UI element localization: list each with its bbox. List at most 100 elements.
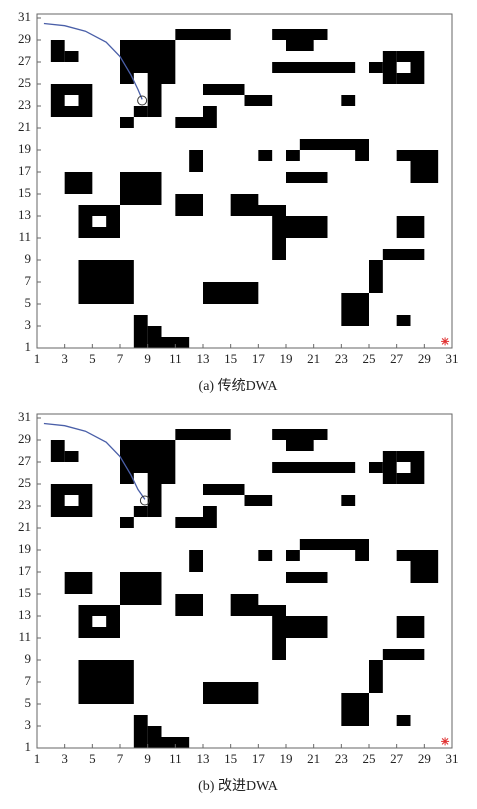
obstacle	[106, 216, 120, 227]
obstacle	[286, 172, 328, 183]
y-tick-label: 17	[18, 163, 32, 178]
obstacle	[410, 161, 439, 183]
obstacle	[78, 227, 120, 238]
obstacle	[410, 561, 439, 583]
obstacle	[161, 337, 190, 348]
obstacle	[147, 726, 162, 748]
obstacle	[78, 205, 120, 216]
obstacle	[50, 484, 93, 495]
goal	[441, 737, 450, 746]
obstacle	[382, 249, 425, 260]
y-tick-label: 25	[18, 75, 31, 90]
x-tick-label: 5	[89, 351, 96, 366]
obstacle	[175, 429, 231, 440]
x-tick-label: 21	[307, 751, 320, 766]
y-tick-label: 15	[18, 185, 31, 200]
y-tick-label: 23	[18, 497, 31, 512]
caption: (b) 改进DWA	[198, 778, 279, 794]
obstacle	[147, 484, 162, 517]
obstacle	[286, 572, 328, 583]
obstacle	[382, 649, 425, 660]
obstacle	[147, 84, 162, 117]
obstacle	[272, 227, 286, 260]
x-tick-label: 29	[418, 751, 431, 766]
obstacle	[410, 51, 425, 84]
x-tick-label: 15	[224, 751, 237, 766]
x-tick-label: 29	[418, 351, 431, 366]
obstacle	[175, 29, 231, 40]
obstacle	[369, 462, 383, 473]
obstacle	[203, 506, 217, 517]
obstacle	[272, 29, 328, 40]
y-tick-label: 9	[25, 651, 32, 666]
trajectory	[43, 22, 143, 100]
obstacle	[106, 616, 120, 627]
y-tick-label: 21	[18, 519, 31, 534]
obstacle	[244, 95, 273, 106]
obstacle	[258, 150, 273, 161]
x-tick-label: 31	[446, 751, 459, 766]
obstacle	[50, 84, 93, 95]
goal	[441, 337, 450, 346]
obstacle	[286, 216, 328, 238]
obstacle	[203, 282, 259, 304]
x-tick-label: 17	[252, 351, 266, 366]
obstacle	[120, 572, 162, 605]
x-tick-label: 13	[197, 751, 210, 766]
y-tick-label: 25	[18, 475, 31, 490]
y-tick-label: 29	[18, 31, 31, 46]
obstacle	[120, 517, 134, 528]
y-tick-label: 11	[18, 629, 31, 644]
obstacle	[272, 429, 328, 440]
y-tick-label: 19	[18, 141, 31, 156]
x-tick-label: 11	[169, 751, 182, 766]
obstacle	[175, 117, 217, 128]
y-tick-label: 3	[25, 717, 32, 732]
plot-frame	[36, 413, 453, 749]
obstacle	[78, 627, 120, 638]
obstacle	[64, 51, 79, 62]
obstacle	[78, 216, 93, 227]
x-tick-label: 19	[280, 751, 293, 766]
x-tick-label: 25	[363, 351, 376, 366]
obstacle	[230, 205, 286, 216]
obstacle	[203, 682, 259, 704]
obstacle	[50, 495, 65, 506]
obstacle	[133, 106, 148, 117]
obstacle	[369, 62, 383, 73]
y-tick-label: 13	[18, 207, 31, 222]
x-tick-label: 19	[280, 351, 293, 366]
obstacle	[203, 484, 245, 495]
x-tick-label: 3	[61, 751, 68, 766]
obstacle	[78, 495, 93, 506]
obstacle	[396, 550, 439, 561]
obstacle	[161, 737, 190, 748]
obstacle	[286, 40, 314, 51]
x-tick-label: 9	[144, 751, 151, 766]
y-tick-label: 5	[25, 695, 32, 710]
obstacle	[369, 260, 383, 293]
y-tick-label: 1	[25, 739, 32, 754]
caption: (a) 传统DWA	[199, 378, 279, 394]
obstacle	[120, 40, 176, 73]
obstacle	[189, 550, 203, 572]
obstacle	[286, 616, 328, 638]
obstacle	[341, 693, 369, 726]
y-tick-label: 31	[18, 409, 31, 424]
y-tick-label: 3	[25, 317, 32, 332]
x-tick-label: 7	[117, 751, 124, 766]
obstacle	[244, 495, 273, 506]
obstacle	[133, 715, 148, 748]
obstacle	[78, 605, 120, 616]
obstacle	[341, 495, 356, 506]
obstacle	[369, 660, 383, 693]
x-tick-label: 27	[390, 751, 404, 766]
y-tick-label: 23	[18, 97, 31, 112]
obstacle	[258, 550, 273, 561]
obstacle	[175, 594, 203, 616]
obstacle	[299, 139, 369, 150]
robot	[137, 95, 148, 106]
y-tick-label: 7	[25, 273, 32, 288]
obstacle	[78, 616, 93, 627]
obstacle	[50, 106, 93, 117]
